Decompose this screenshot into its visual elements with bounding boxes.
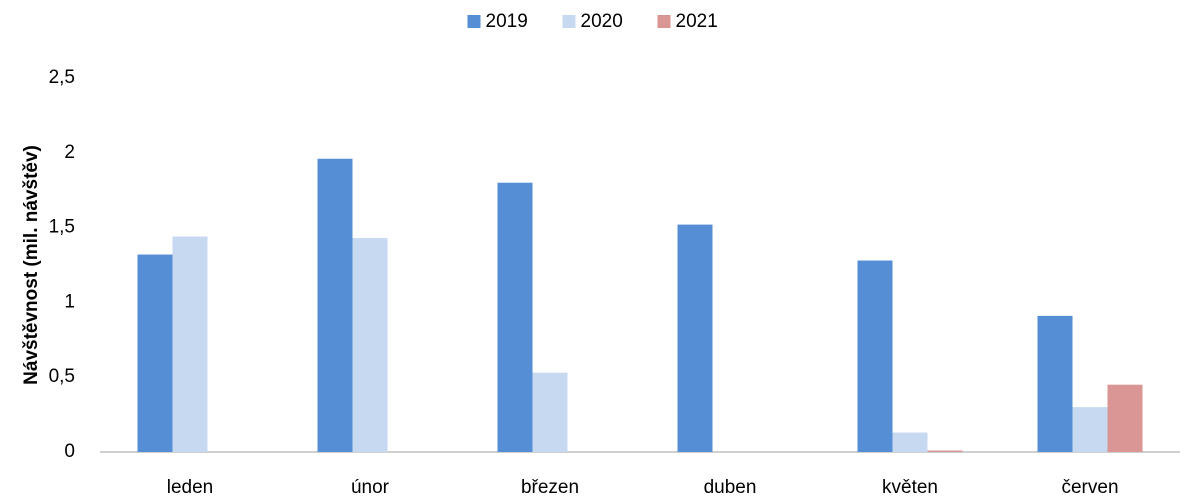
legend-swatch [562, 15, 576, 28]
bar [172, 236, 208, 452]
bar [497, 182, 533, 452]
y-tick-label: 2 [64, 142, 75, 163]
bar [317, 158, 353, 452]
x-tick-label: duben [704, 477, 757, 497]
bar [677, 224, 713, 452]
legend-label: 2019 [486, 11, 528, 32]
legend-swatch [467, 15, 481, 28]
x-tick-label: leden [167, 477, 214, 497]
legend-label: 2020 [581, 11, 623, 32]
bar [927, 450, 963, 452]
bar [1037, 315, 1073, 452]
y-axis-label: Návštěvnost (mil. návštěv) [21, 145, 42, 385]
x-tick-label: únor [351, 477, 390, 497]
legend-label: 2021 [676, 11, 718, 32]
bar [892, 432, 928, 452]
y-tick-label: 0,5 [49, 366, 75, 387]
bar [1107, 384, 1143, 452]
x-tick-label: březen [521, 477, 579, 497]
bar [857, 260, 893, 452]
y-tick-label: 2,5 [49, 67, 75, 88]
bar [1072, 407, 1108, 452]
y-tick-label: 1 [64, 291, 75, 312]
bar [137, 254, 173, 452]
bar [352, 238, 388, 452]
bar [532, 372, 568, 452]
y-tick-label: 1,5 [49, 217, 75, 238]
y-tick-label: 0 [64, 441, 75, 462]
legend-swatch [657, 15, 671, 28]
x-tick-label: květen [882, 477, 938, 497]
x-tick-label: červen [1061, 477, 1118, 497]
